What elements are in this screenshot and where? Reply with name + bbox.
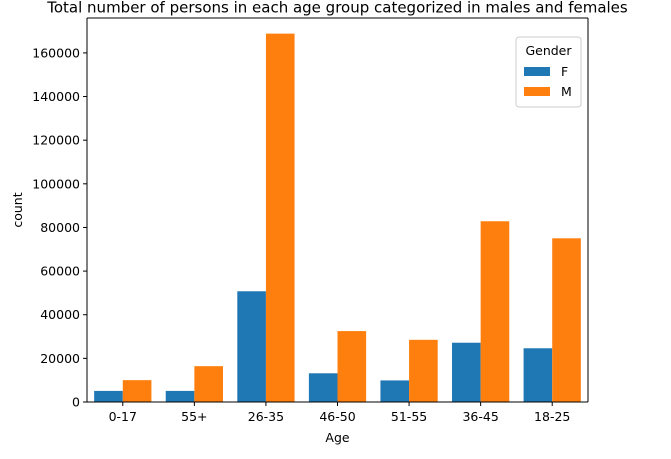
bar-f-0-17: [94, 390, 123, 402]
x-tick-label: 36-45: [462, 409, 498, 424]
y-tick-label: 160000: [32, 45, 80, 60]
chart-title: Total number of persons in each age grou…: [46, 0, 628, 17]
y-tick-label: 140000: [32, 89, 80, 104]
y-tick-label: 60000: [40, 264, 80, 279]
bars-layer: [94, 33, 581, 403]
y-tick-label: 80000: [40, 220, 80, 235]
y-tick-label: 40000: [40, 307, 80, 322]
x-tick-label: 0-17: [109, 409, 137, 424]
bar-f-46-50: [308, 373, 338, 402]
y-tick-label: 20000: [40, 351, 80, 366]
bar-f-55+: [165, 390, 195, 402]
x-tick-label: 51-55: [391, 409, 427, 424]
x-axis-label: Age: [325, 430, 349, 445]
legend-label-m: M: [561, 84, 572, 99]
x-tick-label: 18-25: [534, 409, 570, 424]
bar-f-26-35: [237, 291, 266, 402]
x-tick-label: 26-35: [248, 409, 284, 424]
legend-entries: FM: [524, 64, 572, 99]
y-tick-label: 120000: [32, 133, 80, 148]
legend-swatch-f: [524, 67, 550, 76]
legend-label-f: F: [561, 64, 568, 79]
bar-m-46-50: [337, 331, 367, 402]
bar-m-36-45: [480, 221, 510, 402]
axes-layer: 0 20000 40000 60000 80000 100000 120000 140000 1…: [32, 17, 589, 424]
legend-swatch-m: [524, 87, 550, 96]
x-tick-label: 46-50: [319, 409, 355, 424]
bar-f-51-55: [380, 380, 410, 402]
y-axis-label: count: [10, 192, 25, 227]
y-tick-label: 0: [72, 395, 80, 410]
x-tick-label: 55+: [181, 409, 207, 424]
legend-title: Gender: [525, 43, 572, 58]
bar-m-26-35: [265, 33, 295, 403]
bar-m-0-17: [122, 380, 152, 402]
bar-f-36-45: [452, 342, 481, 402]
bar-m-55+: [194, 366, 223, 402]
bar-m-18-25: [552, 238, 581, 402]
bar-m-51-55: [409, 339, 438, 402]
y-tick-label: 100000: [32, 176, 80, 191]
legend: Gender FM: [515, 36, 582, 108]
bar-f-18-25: [523, 348, 553, 402]
